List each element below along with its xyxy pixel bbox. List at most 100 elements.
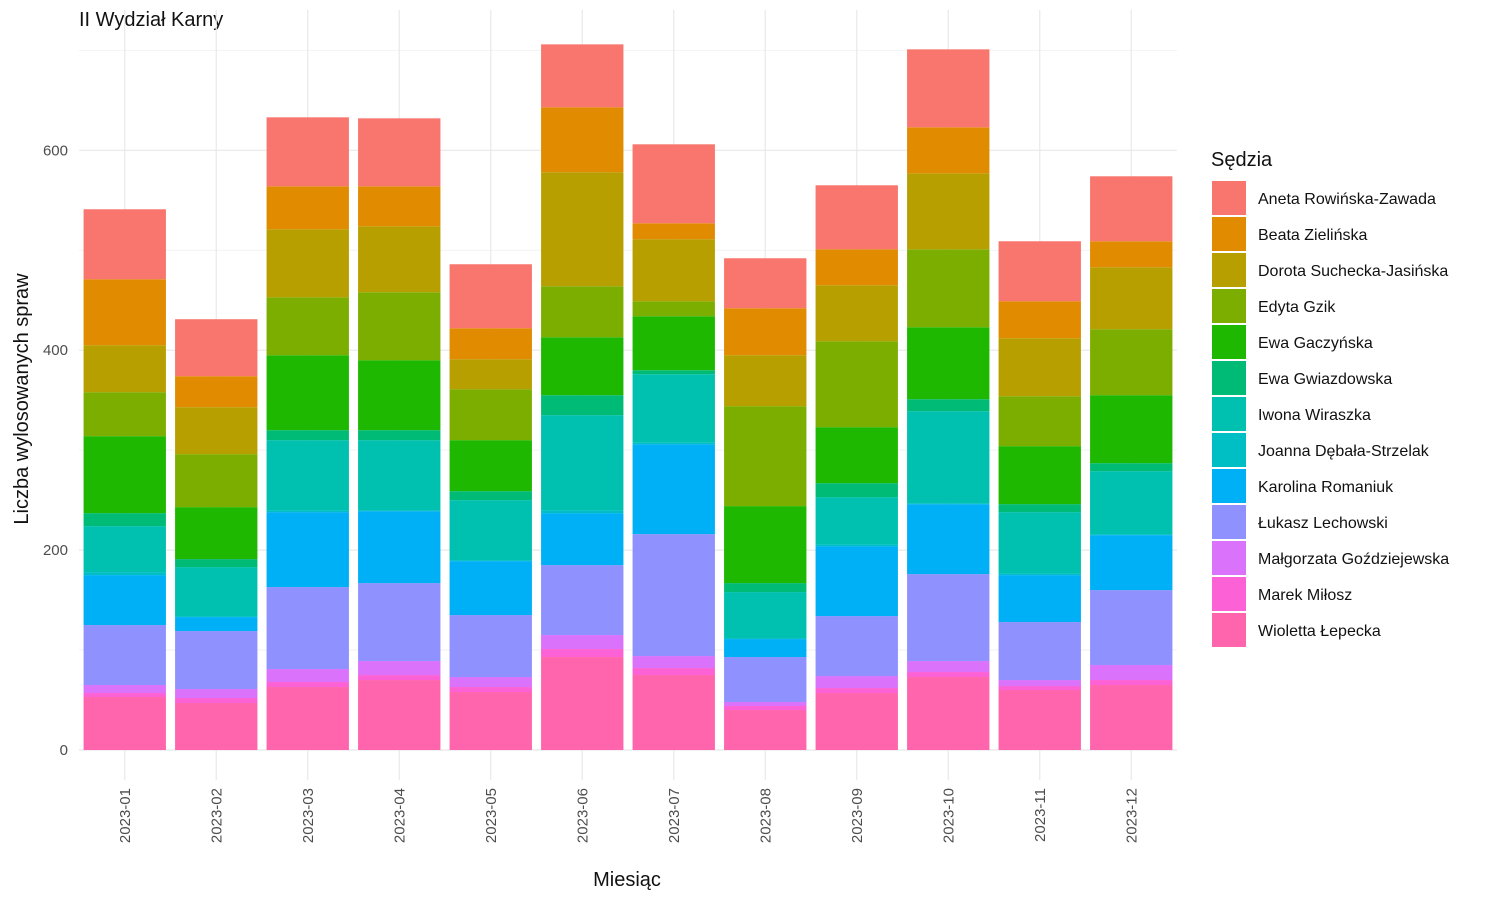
bar-segment [358,186,441,227]
x-axis-ticks: 2023-01 2023-02 2023-03 2023-04 2023-05 2023-… [117,788,1141,843]
bar-segment [449,440,532,492]
bar-segment [907,672,990,678]
bar-segment [1090,665,1173,681]
bar-segment [266,669,349,683]
bar-segment [175,319,258,377]
bar-segment [83,526,166,573]
bar-segment [632,675,715,750]
bar-segment [632,444,715,535]
x-tick-label: 2023-08 [757,788,774,843]
bar-segment [541,44,624,108]
bar-segment [358,680,441,750]
bar-segment [724,406,807,507]
bar-segment [815,546,898,617]
bar-segment [449,500,532,561]
bar-segment [998,301,1081,339]
bar-segment [358,661,441,676]
bar-segment [815,341,898,428]
legend-label: Małgorzata Goździejewska [1258,551,1449,568]
bar-segment [266,440,349,511]
bar-segment [266,510,349,513]
bar-segment [541,172,624,287]
bar-segment [998,504,1081,513]
legend: Sędzia Aneta Rowińska-Zawada Beata Zieliń… [1211,149,1449,647]
bar-segment [541,635,624,650]
bar-segment [1090,463,1173,472]
bar-segment [358,292,441,361]
bar-segment [1090,680,1173,686]
x-tick-label: 2023-01 [117,788,134,843]
legend-label: Joanna Dębała-Strzelak [1258,443,1430,460]
bar-segment [907,127,990,174]
bar-segment [907,677,990,750]
x-tick-label: 2023-02 [208,788,225,843]
bar-segment [266,229,349,298]
legend-swatch [1212,541,1246,575]
bar-segment [632,442,715,445]
bar-segment [998,686,1081,691]
legend-swatch [1212,361,1246,395]
bar-segment [83,685,166,694]
bar-segment [1090,176,1173,242]
bar-segment [1090,267,1173,330]
bar-segment [724,702,807,707]
bar-segment [815,427,898,484]
bar-segment [632,668,715,676]
bar-segment [1090,534,1173,536]
y-axis-title: Liczba wylosowanych spraw [11,273,33,525]
bar-segment [175,407,258,455]
chart-title: II Wydział Karny [79,9,223,31]
bar-segment [266,687,349,750]
bar-segment [358,226,441,293]
bar-segment [998,512,1081,574]
bar-segment [724,638,807,640]
bar-segment [266,512,349,588]
bar-segment [83,697,166,750]
legend-swatch [1212,181,1246,215]
bar-segment [724,706,807,711]
bar-segment [541,513,624,566]
bar-segment [541,510,624,514]
bar-segment [83,575,166,626]
bar-segment [724,639,807,658]
legend-swatch [1212,433,1246,467]
bar-segment [907,49,990,128]
bar-segment [175,559,258,568]
bar-segment [907,249,990,328]
legend-swatch [1212,577,1246,611]
bar-segment [815,616,898,677]
y-tick-label: 0 [60,742,68,759]
y-tick-label: 200 [43,542,68,559]
bar-segment [724,355,807,407]
bar-segment [83,436,166,514]
x-tick-label: 2023-07 [666,788,683,843]
bar-segment [266,355,349,431]
bar-segment [998,690,1081,750]
bar-segment [907,411,990,504]
bar-segment [175,616,258,618]
bar-segment [724,308,807,356]
x-tick-label: 2023-06 [574,788,591,843]
bar-segment [1090,535,1173,591]
bar-segment [541,107,624,173]
bar-segment [175,567,258,617]
legend-swatch [1212,325,1246,359]
bar-segment [83,279,166,346]
bar-segment [449,359,532,390]
bar-segment [266,587,349,670]
x-tick-label: 2023-09 [849,788,866,843]
x-tick-label: 2023-04 [391,788,408,843]
bar-segment [175,689,258,699]
bar-segment [1090,395,1173,464]
bar-segment [907,504,990,575]
bar-segment [266,682,349,688]
bar-segment [266,117,349,187]
legend-label: Wioletta Łepecka [1258,623,1381,640]
bar-segment [998,575,1081,623]
legend-swatch [1212,505,1246,539]
bar-segment [175,376,258,408]
bar-segment [998,338,1081,397]
bar-segment [175,454,258,508]
legend-swatch [1212,253,1246,287]
bar-segment [175,507,258,560]
